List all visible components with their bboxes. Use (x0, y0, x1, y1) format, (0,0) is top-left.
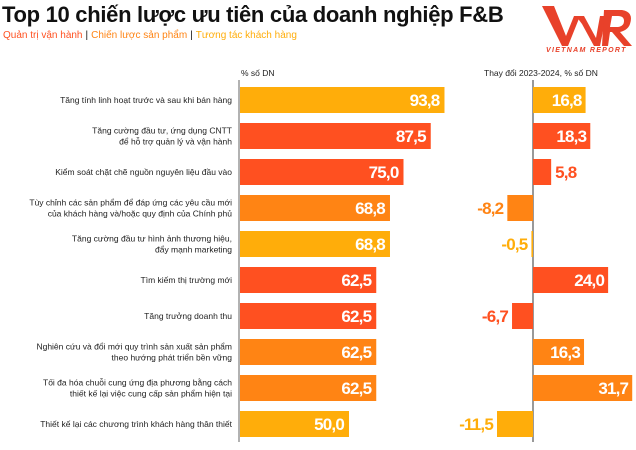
left-bar (240, 159, 404, 185)
category-label: Tối đa hóa chuỗi cung ứng địa phương bằn… (43, 378, 232, 388)
left-bar (240, 303, 377, 329)
left-bar (240, 375, 377, 401)
right-bar-value-label: 16,8 (552, 91, 582, 110)
right-bar-value-label: -6,7 (482, 307, 508, 326)
vnr-logo (542, 6, 632, 46)
category-label: Thiết kế lại các chương trình khách hàng… (40, 419, 232, 429)
right-bar (512, 303, 533, 329)
legend-separator: | (85, 30, 89, 41)
right-bar (507, 195, 533, 221)
right-bar-value-label: 31,7 (598, 379, 628, 398)
category-label: Tùy chỉnh các sản phẩm để đáp ứng các yê… (29, 198, 232, 208)
right-bar-value-label: 16,3 (550, 343, 580, 362)
left-bar (240, 339, 377, 365)
left-chart-header: % số DN (241, 68, 275, 78)
category-label: của khách hàng và/hoặc quy định của Chín… (48, 209, 233, 219)
right-bar-value-label: -11,5 (459, 415, 493, 434)
left-bar (240, 411, 349, 437)
legend-item-operations: Quản trị vận hành (3, 30, 83, 41)
left-bar (240, 123, 431, 149)
category-label: Tăng cường đầu tư, ứng dụng CNTT (92, 126, 232, 136)
category-label: Tăng tính linh hoạt trước và sau khi bán… (60, 95, 232, 105)
right-bar (533, 159, 552, 185)
chart-title: Top 10 chiến lược ưu tiên của doanh nghi… (2, 2, 504, 27)
right-bar-value-label: 18,3 (556, 127, 586, 146)
category-label: Kiểm soát chặt chẽ nguồn nguyên liệu đầu… (55, 167, 232, 177)
right-bar (497, 411, 533, 437)
left-bar-value-label: 87,5 (396, 127, 426, 146)
left-bar (240, 87, 445, 113)
category-label: Tăng trưởng doanh thu (144, 311, 232, 321)
right-bar-value-label: 24,0 (574, 271, 604, 290)
category-label: để hỗ trợ quản lý và vận hành (119, 137, 232, 147)
left-bar-value-label: 68,8 (355, 235, 385, 254)
legend-item-customer: Tương tác khách hàng (195, 30, 297, 41)
left-bar-value-label: 75,0 (369, 163, 399, 182)
legend-item-product: Chiến lược sản phẩm (91, 30, 188, 41)
left-bar (240, 231, 390, 257)
right-bar-value-label: -8,2 (477, 199, 503, 218)
right-bar-value-label: -0,5 (501, 235, 527, 254)
left-bar-value-label: 62,5 (341, 307, 371, 326)
right-bar (533, 123, 591, 149)
logo-text: VIETNAM REPORT (546, 47, 627, 54)
category-label: Tìm kiếm thị trường mới (141, 275, 233, 285)
category-label: thiết kế lại việc cung cấp sản phẩm hiện… (70, 389, 232, 399)
left-bar (240, 195, 390, 221)
category-label: theo hướng phát triển bền vững (112, 353, 233, 363)
right-bar (531, 231, 533, 257)
left-bar-value-label: 62,5 (341, 379, 371, 398)
category-label: Nghiên cứu và đổi mới quy trình sản xuất… (36, 342, 232, 352)
left-bar (240, 267, 377, 293)
right-bar-value-label: 5,8 (555, 163, 577, 182)
right-bar (533, 339, 585, 365)
right-bar (533, 375, 633, 401)
right-bar (533, 87, 586, 113)
left-bar-value-label: 62,5 (341, 271, 371, 290)
right-chart-header: Thay đổi 2023-2024, % số DN (484, 68, 598, 78)
left-bar-value-label: 62,5 (341, 343, 371, 362)
left-bar-value-label: 93,8 (410, 91, 440, 110)
category-label: Tăng cường đầu tư hình ảnh thương hiệu, (72, 234, 232, 244)
legend-separator: | (190, 30, 193, 41)
category-label: đẩy mạnh marketing (155, 245, 232, 255)
right-bar (533, 267, 609, 293)
legend: Quản trị vận hành | Chiến lược sản phẩm | Tư… (3, 30, 297, 41)
left-bar-value-label: 50,0 (314, 415, 344, 434)
left-bar-value-label: 68,8 (355, 199, 385, 218)
